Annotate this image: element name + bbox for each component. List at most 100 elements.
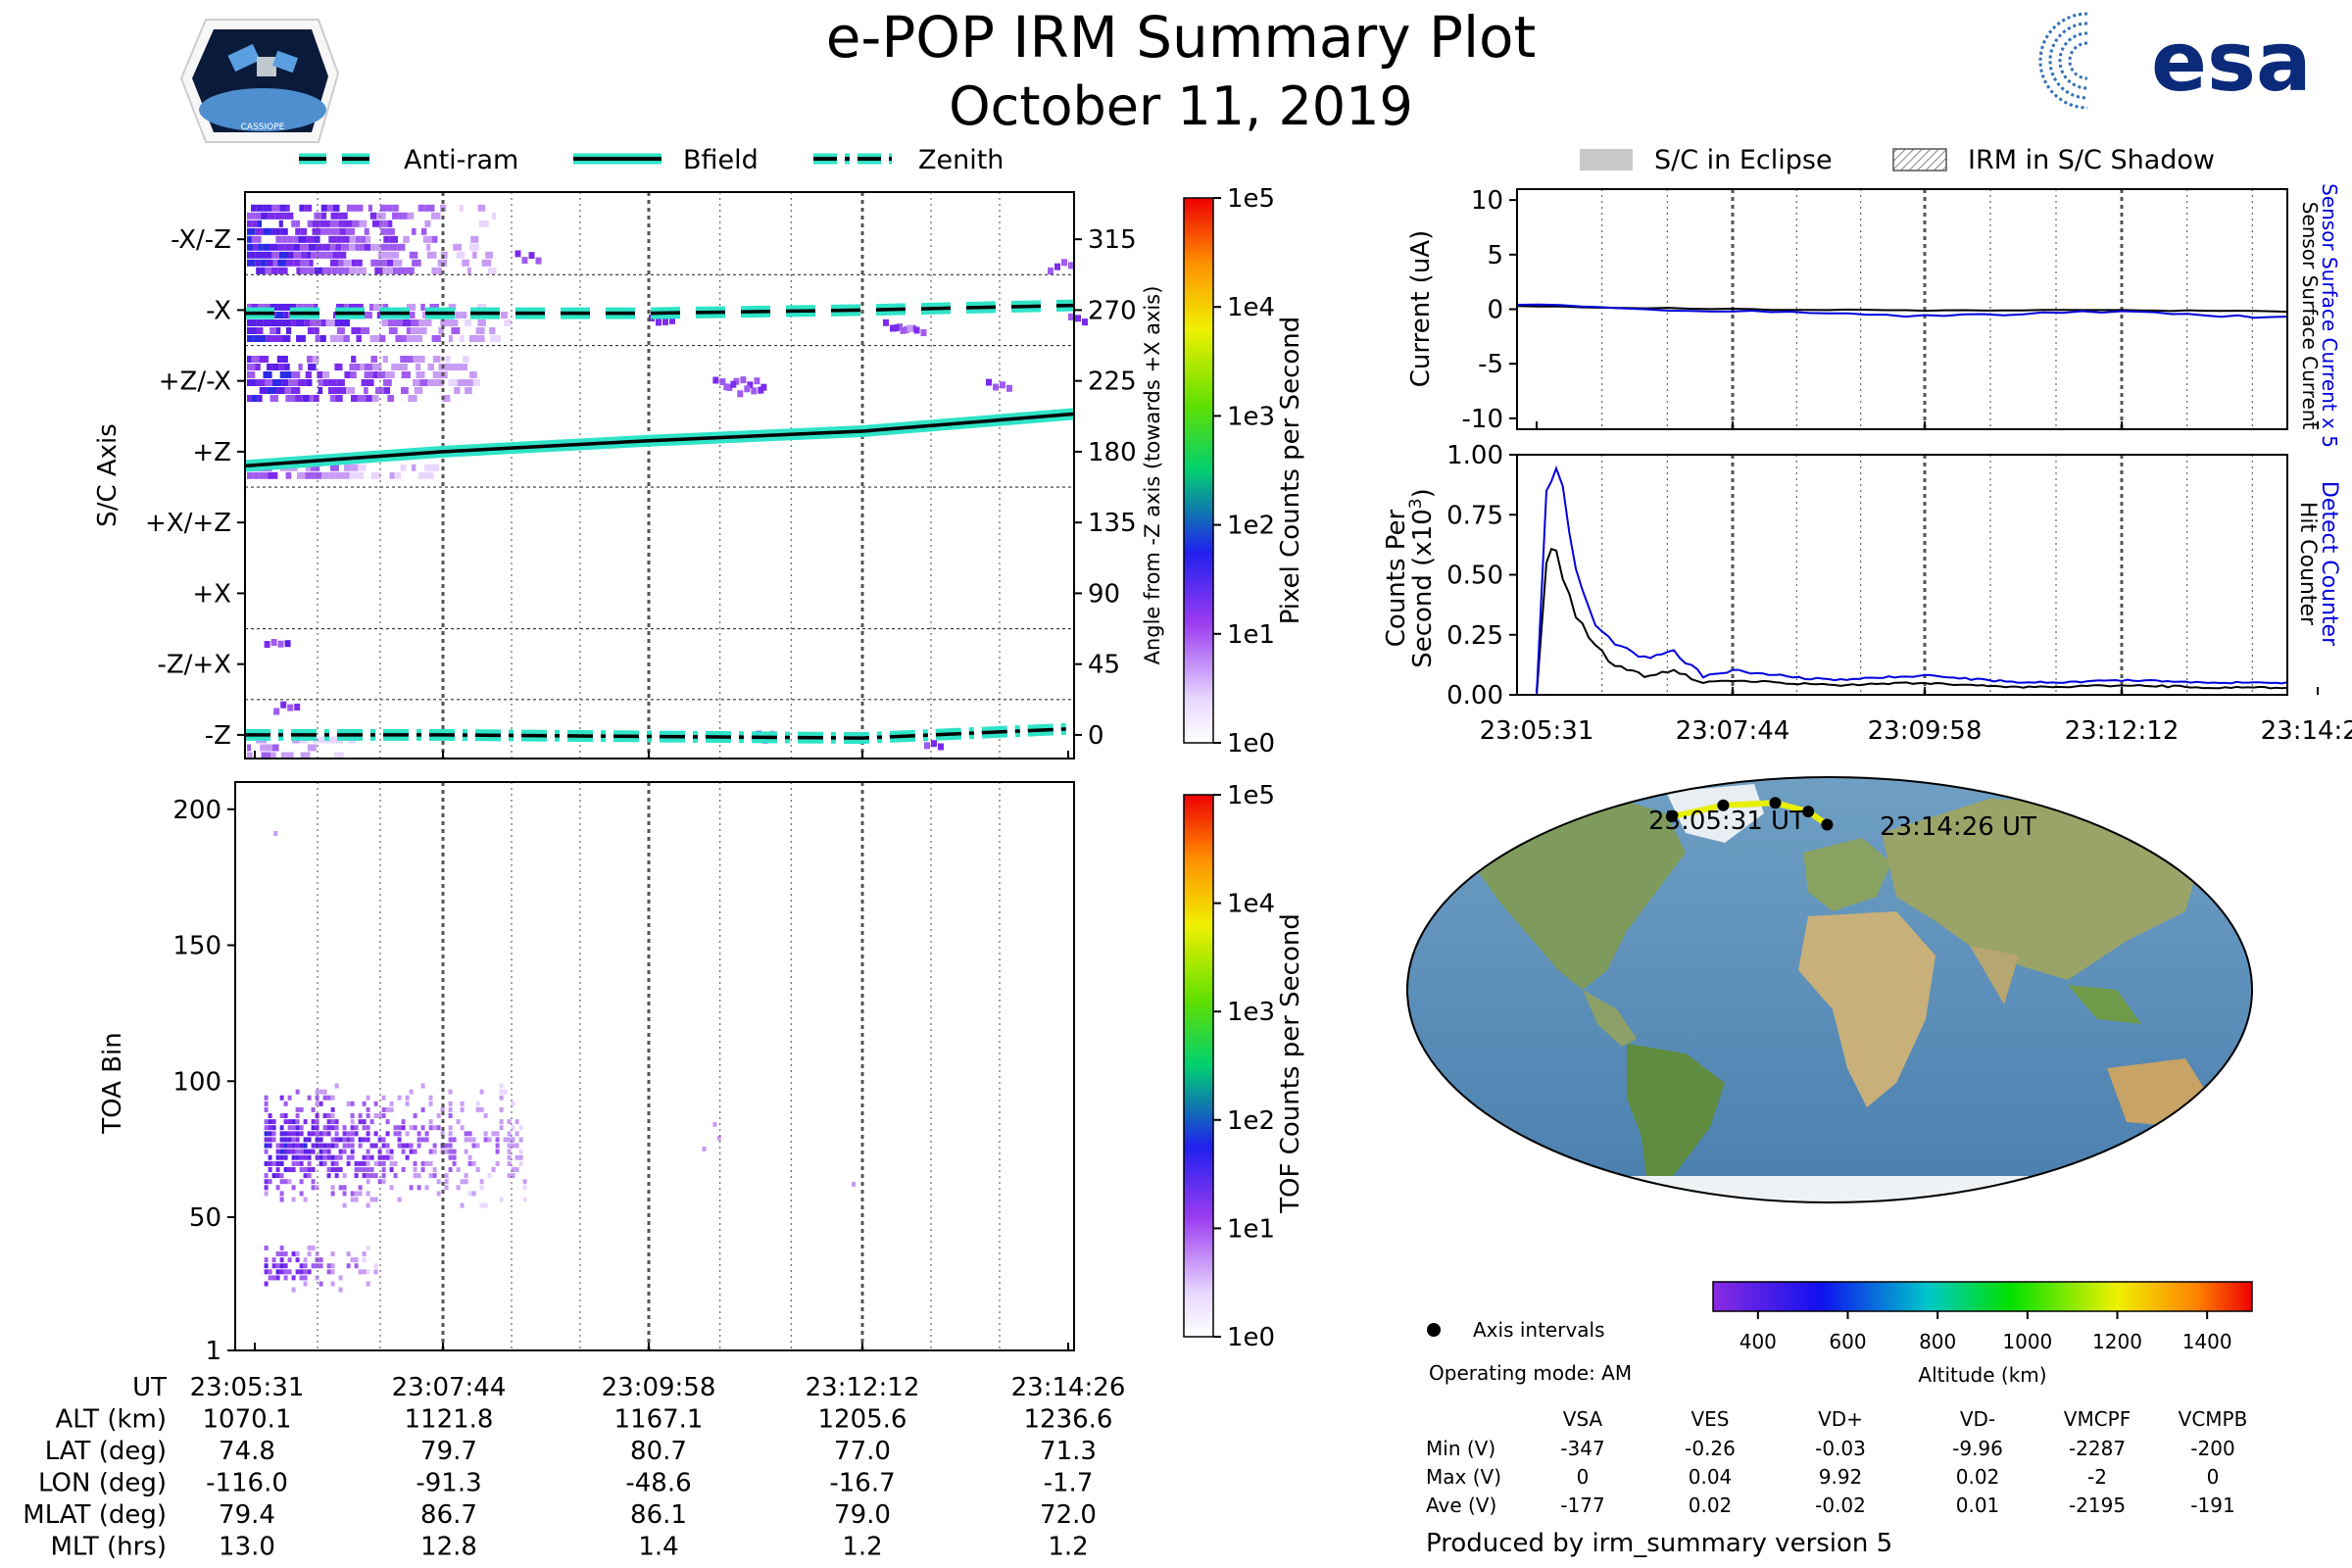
ephemeris-row-label: LON (deg)	[38, 1469, 167, 1498]
ephemeris-cell: 71.3	[1040, 1437, 1097, 1466]
toa-ylabel: TOA Bin	[98, 1032, 127, 1134]
pixel-colorbar-label: Pixel Counts per Second	[1276, 317, 1305, 625]
colorbar-tick-label: 1e3	[1227, 402, 1275, 431]
ephemeris-cell: 23:14:26	[1011, 1373, 1126, 1402]
counts-ylabel-line1: Counts Per	[1382, 509, 1411, 647]
voltage-cell: -2	[2087, 1465, 2107, 1489]
counts-xtick-label: 23:14:26	[2261, 716, 2352, 746]
voltage-cell: -0.26	[1685, 1437, 1736, 1460]
colorbar-tick-label: 1e5	[1227, 781, 1275, 810]
ephemeris-cell: -48.6	[625, 1469, 691, 1498]
esa-logo-label: esa	[2151, 14, 2312, 110]
toa-colorbar	[1183, 794, 1214, 1338]
voltage-cell: 9.92	[1819, 1465, 1863, 1489]
left-legend: Anti-ram Bfield Zenith	[299, 145, 1004, 175]
counts-ytick-label: 0.00	[1446, 681, 1503, 710]
ephemeris-cell: 72.0	[1040, 1500, 1097, 1530]
pixel-ylabel: S/C Axis	[93, 423, 122, 527]
counts-panel: 1.00 0.75 0.50 0.25 0.00 Counts Per Second (…	[1382, 441, 2352, 746]
voltage-header: VSA	[1563, 1407, 1603, 1431]
pixel-axis-label: -Z/+X	[157, 651, 231, 680]
voltage-header: VD+	[1818, 1407, 1863, 1431]
counts-series-line	[1536, 547, 2288, 696]
ephemeris-cell: 13.0	[219, 1533, 275, 1562]
voltage-row-label: Min (V)	[1426, 1437, 1495, 1460]
voltage-header: VD-	[1960, 1407, 1995, 1431]
ephemeris-row-label: MLAT (deg)	[23, 1500, 167, 1530]
colorbar-tick-label: 1e1	[1227, 620, 1275, 650]
right-legend: S/C in Eclipse IRM in S/C Shadow	[1580, 145, 2215, 175]
pixel-angle-tick: 45	[1088, 651, 1120, 680]
counts-ytick-label: 0.25	[1446, 621, 1503, 651]
altitude-tick-label: 1400	[2182, 1330, 2232, 1353]
ephemeris-cell: 12.8	[420, 1533, 477, 1562]
map-interval-point	[1802, 806, 1815, 818]
voltage-cell: 0	[1577, 1465, 1590, 1489]
map-start-label: 23:05:31 UT	[1648, 807, 1805, 836]
counts-panel-frame	[1516, 454, 2288, 696]
altitude-tick-label: 1200	[2092, 1330, 2142, 1353]
pixel-series-anti-ram	[245, 303, 1075, 316]
legend-eclipse-label: S/C in Eclipse	[1654, 145, 1833, 175]
voltage-cell: -347	[1560, 1437, 1604, 1460]
ephemeris-row-label: ALT (km)	[55, 1405, 167, 1435]
pixel-axis-label: +X	[192, 579, 231, 609]
map-end-label: 23:14:26 UT	[1880, 812, 2036, 842]
altitude-colorbar	[1712, 1281, 2253, 1312]
figure-date: October 11, 2019	[949, 75, 1413, 137]
pixel-angle-tick: 315	[1088, 225, 1137, 255]
counts-right-label-blue: Detect Counter	[2317, 481, 2341, 647]
toa-ytick-label: 50	[189, 1203, 221, 1233]
ephemeris-cell: 1236.6	[1024, 1405, 1113, 1435]
altitude-tick-label: 800	[1919, 1330, 1956, 1353]
ephemeris-cell: 23:07:44	[392, 1373, 507, 1402]
pixel-angle-tick: 180	[1088, 438, 1137, 467]
colorbar-tick-label: 1e3	[1227, 998, 1275, 1027]
voltage-table: VSA VES VD+ VD- VMCPF VCMPB Min (V) -347 -0.26 -0…	[1426, 1407, 2247, 1517]
current-ytick-label: -5	[1478, 350, 1503, 379]
current-ytick-label: 5	[1487, 241, 1503, 270]
cassiope-logo-label: CASSIOPE	[241, 122, 285, 132]
ephemeris-cell: 79.0	[834, 1500, 891, 1530]
current-series-line	[1516, 305, 2288, 314]
ephemeris-cell: -16.7	[829, 1469, 895, 1498]
cassiope-logo: CASSIOPE	[179, 19, 340, 143]
ephemeris-cell: 86.7	[420, 1500, 477, 1530]
colorbar-tick-label: 1e0	[1227, 1323, 1275, 1352]
voltage-cell: 0.04	[1689, 1465, 1733, 1489]
pixel-angle-tick: 270	[1088, 296, 1137, 325]
toa-ytick-label: 150	[172, 932, 221, 961]
altitude-tick-label: 600	[1829, 1330, 1866, 1353]
current-right-label-black: Sensor Surface Current	[2298, 202, 2322, 430]
pixel-angle-tick: 225	[1088, 368, 1137, 397]
footer-note: Produced by irm_summary version 5	[1426, 1529, 1892, 1558]
counts-xtick-label: 23:12:12	[2065, 716, 2180, 746]
legend-shadow-swatch	[1892, 148, 1947, 172]
counts-xtick-label: 23:05:31	[1480, 716, 1594, 746]
voltage-cell: 0.01	[1956, 1494, 2000, 1517]
colorbar-tick-label: 1e2	[1227, 512, 1275, 541]
map-legend-dot	[1427, 1323, 1441, 1337]
current-ytick-label: -10	[1462, 405, 1503, 434]
ephemeris-cell: 1.2	[842, 1533, 882, 1562]
voltage-cell: -0.02	[1815, 1494, 1866, 1517]
voltage-cell: -177	[1560, 1494, 1604, 1517]
operating-mode: Operating mode: AM	[1429, 1361, 1632, 1385]
altitude-tick-label: 400	[1740, 1330, 1777, 1353]
toa-ytick-label: 1	[205, 1337, 221, 1366]
pixel-angle-ylabel: Angle from -Z axis (towards +X axis)	[1141, 286, 1164, 665]
legend-bfield-label: Bfield	[683, 145, 759, 175]
ephemeris-row-label: LAT (deg)	[45, 1437, 167, 1466]
ephemeris-cell: 1121.8	[405, 1405, 494, 1435]
counts-ytick-label: 0.50	[1446, 562, 1503, 591]
pixel-axis-label: -X/-Z	[171, 225, 231, 255]
toa-ytick-label: 200	[172, 796, 221, 825]
altitude-colorbar-label: Altitude (km)	[1918, 1363, 2046, 1387]
figure-title: e-POP IRM Summary Plot	[826, 4, 1537, 71]
pixel-series-bfield	[244, 412, 1075, 468]
pixel-panel-frame	[244, 191, 1075, 760]
toa-colorbar-label: TOF Counts per Second	[1276, 913, 1305, 1214]
ephemeris-row-label: MLT (hrs)	[51, 1533, 168, 1562]
counts-xtick-label: 23:09:58	[1868, 716, 1983, 746]
